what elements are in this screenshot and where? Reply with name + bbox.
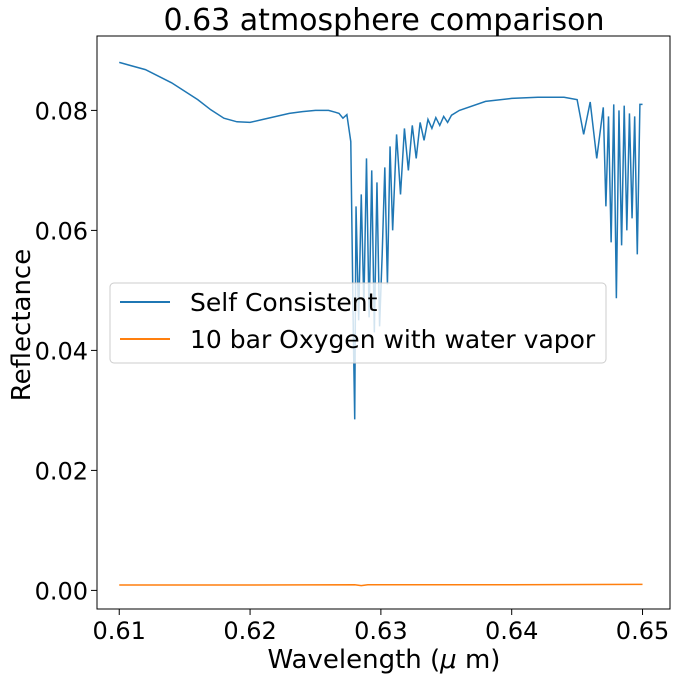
y-tick-label: 0.02 xyxy=(35,457,88,485)
x-tick-label: 0.62 xyxy=(223,617,276,645)
y-axis: 0.00 0.02 0.04 0.06 0.08 xyxy=(35,97,97,605)
plot-lines xyxy=(119,61,643,587)
y-tick-label: 0.06 xyxy=(35,217,88,245)
x-tick-label: 0.61 xyxy=(93,617,146,645)
x-axis: 0.61 0.62 0.63 0.64 0.65 xyxy=(93,609,669,645)
series-line-0 xyxy=(119,61,643,420)
y-tick-label: 0.00 xyxy=(35,577,88,605)
x-tick-label: 0.63 xyxy=(354,617,407,645)
legend-box xyxy=(109,282,607,364)
chart-title: 0.63 atmosphere comparison xyxy=(163,3,604,38)
x-tick-label: 0.64 xyxy=(485,617,538,645)
series-line-1 xyxy=(119,583,643,587)
x-axis-label: Wavelength (μ m) xyxy=(268,645,501,675)
legend: Self Consistent 10 bar Oxygen with water … xyxy=(109,282,607,364)
legend-label: Self Consistent xyxy=(190,288,378,317)
legend-label: 10 bar Oxygen with water vapor xyxy=(190,325,596,354)
y-tick-label: 0.08 xyxy=(35,97,88,125)
y-tick-label: 0.04 xyxy=(35,337,88,365)
x-tick-label: 0.65 xyxy=(616,617,669,645)
plot-frame xyxy=(96,35,671,610)
y-axis-label: Reflectance xyxy=(7,249,37,401)
